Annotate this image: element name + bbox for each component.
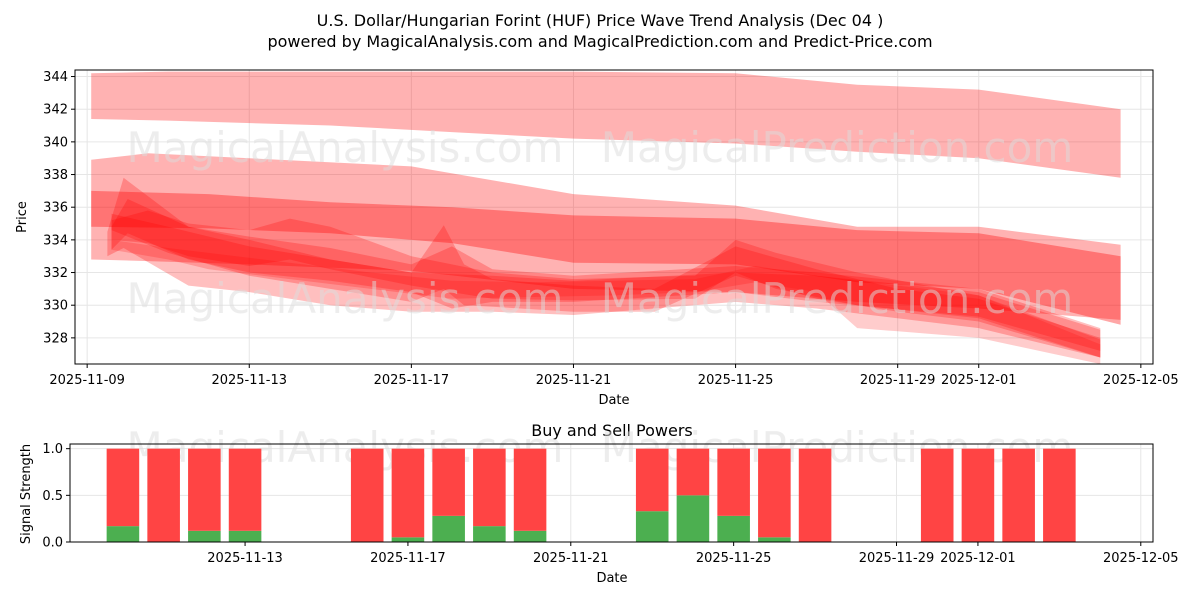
price-band-band-2 (91, 153, 1121, 320)
sell-bar (188, 448, 221, 531)
sell-bar (228, 448, 262, 531)
price-grid (75, 70, 1153, 364)
price-y-axis: 328 330 332 334 336 338 340 342 344 (43, 70, 75, 346)
price-x-tick-label: 2025-11-21 (536, 373, 612, 388)
sell-bar (717, 448, 750, 516)
signal-y-tick-label: 0.0 (42, 536, 63, 551)
buy-bar (758, 537, 791, 542)
price-x-axis: 2025-11-09 2025-11-13 2025-11-17 2025-11-21… (49, 364, 1179, 388)
buy-bar (188, 530, 221, 542)
watermark-analysis-top: MagicalAnalysis.com (127, 123, 564, 172)
signal-x-label: Date (596, 571, 627, 586)
price-band-band-1 (91, 71, 1121, 178)
buy-bar (228, 530, 262, 542)
signal-y-tick-label: 1.0 (42, 442, 63, 457)
buy-bar (391, 537, 425, 542)
signal-y-label: Signal Strength (19, 444, 34, 544)
sell-bar (798, 448, 832, 542)
sell-bar (432, 448, 465, 516)
buy-bar (513, 530, 547, 542)
price-y-tick-label: 336 (43, 201, 68, 216)
price-y-tick-label: 330 (43, 299, 68, 314)
signal-x-tick-label: 2025-12-05 (1103, 551, 1179, 566)
signal-x-tick-label: 2025-11-21 (533, 551, 609, 566)
price-band-band-4 (107, 177, 1101, 358)
watermark-prediction-mid: MagicalPrediction.com (601, 274, 1074, 323)
signal-x-tick-label: 2025-11-13 (207, 551, 283, 566)
signal-plot-frame (69, 443, 1154, 543)
watermark-prediction-top: MagicalPrediction.com (601, 123, 1074, 172)
price-y-tick-label: 340 (43, 135, 68, 150)
buy-bar (106, 526, 140, 542)
sell-bar (635, 448, 669, 512)
signal-x-tick-label: 2025-11-17 (370, 551, 446, 566)
sell-bar (676, 448, 710, 496)
buy-bar (635, 511, 669, 542)
sell-bar (961, 448, 995, 542)
buy-bar (432, 515, 465, 542)
price-x-tick-label: 2025-11-25 (698, 373, 774, 388)
signal-x-tick-label: 2025-12-01 (940, 551, 1016, 566)
price-y-tick-label: 338 (43, 168, 68, 183)
price-band-band-3 (91, 190, 1121, 325)
sell-bar (473, 448, 506, 527)
price-y-tick-label: 332 (43, 266, 68, 281)
sell-bar (1002, 448, 1035, 542)
watermark-analysis-mid: MagicalAnalysis.com (127, 274, 564, 323)
price-x-label: Date (598, 393, 629, 408)
buy-bar (676, 495, 710, 542)
chart-title-line2: powered by MagicalAnalysis.com and Magic… (267, 32, 932, 51)
price-y-label: Price (15, 201, 30, 233)
signal-x-axis: 2025-11-13 2025-11-17 2025-11-21 2025-11-25… (207, 542, 1179, 566)
price-chart: MagicalAnalysis.com MagicalPrediction.co… (15, 69, 1179, 408)
sell-bar (350, 448, 384, 542)
sell-bar (1043, 448, 1076, 542)
sell-bar (147, 448, 180, 542)
signal-y-axis: 0.0 0.5 1.0 (42, 442, 70, 551)
price-y-tick-label: 334 (43, 233, 68, 248)
signal-chart: Buy and Sell Powers MagicalAnalysis.com … (19, 421, 1179, 586)
price-y-tick-label: 342 (43, 103, 68, 118)
buy-bar (473, 526, 506, 542)
signal-y-tick-label: 0.5 (42, 489, 63, 504)
price-band-band-6 (111, 210, 1101, 358)
price-y-tick-label: 328 (43, 331, 68, 346)
price-x-tick-label: 2025-11-13 (211, 373, 287, 388)
signal-x-tick-label: 2025-11-29 (859, 551, 935, 566)
buy-bar (717, 515, 750, 542)
sell-bar (391, 448, 425, 538)
price-y-tick-label: 344 (43, 70, 68, 85)
price-x-tick-label: 2025-12-05 (1103, 373, 1179, 388)
price-bands (91, 71, 1121, 364)
price-band-band-8 (111, 239, 1101, 364)
price-plot-frame (74, 69, 1154, 365)
chart-title-line1: U.S. Dollar/Hungarian Forint (HUF) Price… (317, 11, 884, 30)
sell-bar (513, 448, 547, 531)
price-x-tick-label: 2025-11-09 (49, 373, 125, 388)
price-x-tick-label: 2025-11-17 (374, 373, 450, 388)
signal-chart-title: Buy and Sell Powers (531, 421, 693, 440)
price-x-tick-label: 2025-11-29 (860, 373, 936, 388)
sell-bar (106, 448, 140, 527)
sell-bar (758, 448, 791, 538)
signal-bars (106, 448, 1076, 542)
price-x-tick-label: 2025-12-01 (941, 373, 1017, 388)
price-plot-area (75, 70, 1153, 364)
sell-bar (920, 448, 954, 542)
price-band-band-5 (111, 199, 1101, 351)
signal-x-tick-label: 2025-11-25 (696, 551, 772, 566)
